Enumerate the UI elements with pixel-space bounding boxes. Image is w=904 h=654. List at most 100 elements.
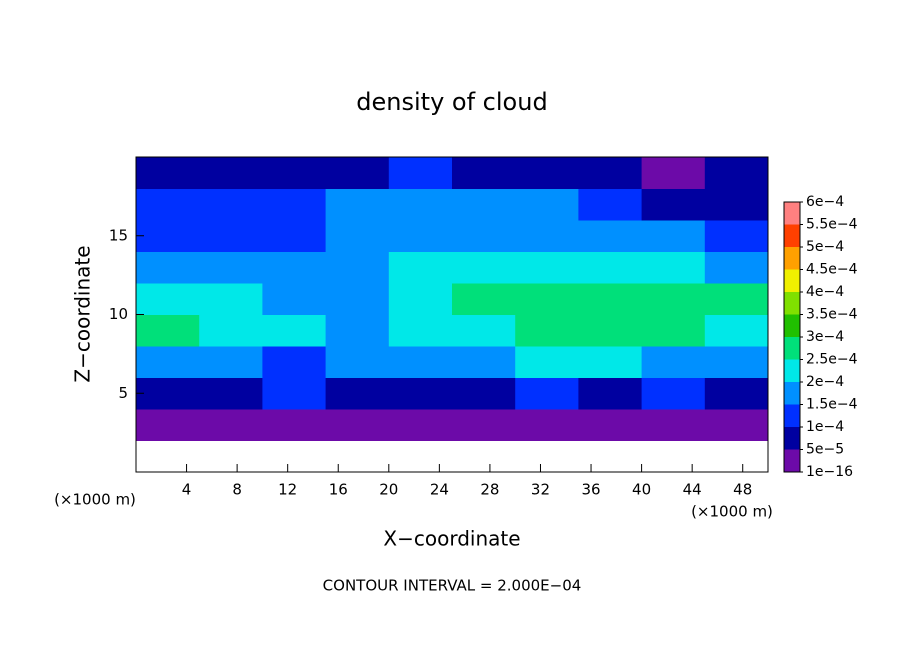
cell <box>515 251 579 284</box>
colorbar-label: 3.5e−4 <box>806 307 858 323</box>
colorbar-band <box>784 404 800 427</box>
cell <box>578 377 643 410</box>
colorbar-label: 4e−4 <box>806 284 844 300</box>
x-axis-label: X−coordinate <box>383 527 520 551</box>
colorbar-band <box>784 449 800 472</box>
x-tick-label: 40 <box>632 481 651 499</box>
cell <box>388 220 453 252</box>
cell <box>704 346 769 378</box>
cell <box>578 346 643 378</box>
cell <box>704 283 769 315</box>
cell <box>199 346 263 378</box>
colorbar-band <box>784 427 800 450</box>
colorbar-label: 4.5e−4 <box>806 262 858 278</box>
cell <box>704 409 769 441</box>
colorbar-label: 5e−5 <box>806 442 844 458</box>
cell <box>704 314 769 347</box>
colorbar-label: 3e−4 <box>806 329 844 345</box>
cell <box>136 188 200 221</box>
x-tick-label: 20 <box>379 481 398 499</box>
cell <box>199 188 263 221</box>
cell <box>578 220 643 252</box>
cell <box>199 157 263 189</box>
cell <box>136 157 200 189</box>
cell <box>515 283 579 315</box>
cell <box>641 377 706 410</box>
colorbar-label: 5e−4 <box>806 239 844 255</box>
cell <box>199 283 263 315</box>
colorbar-label: 2e−4 <box>806 374 844 390</box>
cell <box>388 346 453 378</box>
cell <box>704 157 769 189</box>
colorbar-label: 5.5e−4 <box>806 217 858 233</box>
cell <box>452 377 516 410</box>
cell <box>704 188 769 221</box>
cell <box>136 314 200 347</box>
cell <box>136 346 200 378</box>
cell <box>452 220 516 252</box>
cell <box>578 283 643 315</box>
cell <box>578 188 643 221</box>
cell <box>388 188 453 221</box>
cell <box>136 220 200 252</box>
colorbar-label: 1e−4 <box>806 419 844 435</box>
colorbar-label: 2.5e−4 <box>806 352 858 368</box>
cell <box>325 188 390 221</box>
y-axis-label: Z−coordinate <box>71 245 95 382</box>
cell <box>388 283 453 315</box>
colorbar-band <box>784 337 800 360</box>
cell <box>641 314 706 347</box>
cell <box>578 157 643 189</box>
cell <box>452 157 516 189</box>
colorbar-band <box>784 292 800 315</box>
cell <box>262 220 327 252</box>
cell <box>388 377 453 410</box>
cell <box>136 283 200 315</box>
cell <box>515 157 579 189</box>
cell <box>199 409 263 441</box>
cell <box>515 409 579 441</box>
cell <box>199 251 263 284</box>
cell <box>515 220 579 252</box>
cell <box>388 314 453 347</box>
cell <box>515 377 579 410</box>
cell <box>388 157 453 189</box>
x-tick-label: 44 <box>683 481 702 499</box>
cell <box>641 409 706 441</box>
x-tick-label: 48 <box>733 481 752 499</box>
x-tick-label: 32 <box>531 481 550 499</box>
cell <box>515 314 579 347</box>
cell <box>262 157 327 189</box>
cell <box>641 188 706 221</box>
colorbar-band <box>784 202 800 225</box>
cell <box>388 409 453 441</box>
cell <box>325 220 390 252</box>
cell <box>515 346 579 378</box>
chart-title: density of cloud <box>356 88 547 116</box>
x-tick-label: 8 <box>232 481 242 499</box>
cell <box>641 283 706 315</box>
colorbar-band <box>784 224 800 247</box>
cell <box>325 314 390 347</box>
cell <box>199 220 263 252</box>
colorbar-band <box>784 269 800 292</box>
footer: CONTOUR INTERVAL = 2.000E−04 <box>323 577 582 595</box>
cell <box>262 283 327 315</box>
x-tick-label: 4 <box>182 481 192 499</box>
x-unit: (×1000 m) <box>691 503 773 521</box>
y-tick-label: 15 <box>109 226 128 244</box>
cell <box>388 251 453 284</box>
x-tick-label: 36 <box>581 481 600 499</box>
colorbar-label: 1e−16 <box>806 464 853 480</box>
cell <box>136 377 200 410</box>
x-tick-label: 24 <box>430 481 449 499</box>
cell <box>452 409 516 441</box>
cell <box>262 251 327 284</box>
cell <box>325 377 390 410</box>
colorbar-band <box>784 314 800 337</box>
y-unit: (×1000 m) <box>54 491 136 509</box>
cell <box>325 409 390 441</box>
cell <box>452 251 516 284</box>
x-tick-label: 12 <box>278 481 297 499</box>
cell <box>262 314 327 347</box>
